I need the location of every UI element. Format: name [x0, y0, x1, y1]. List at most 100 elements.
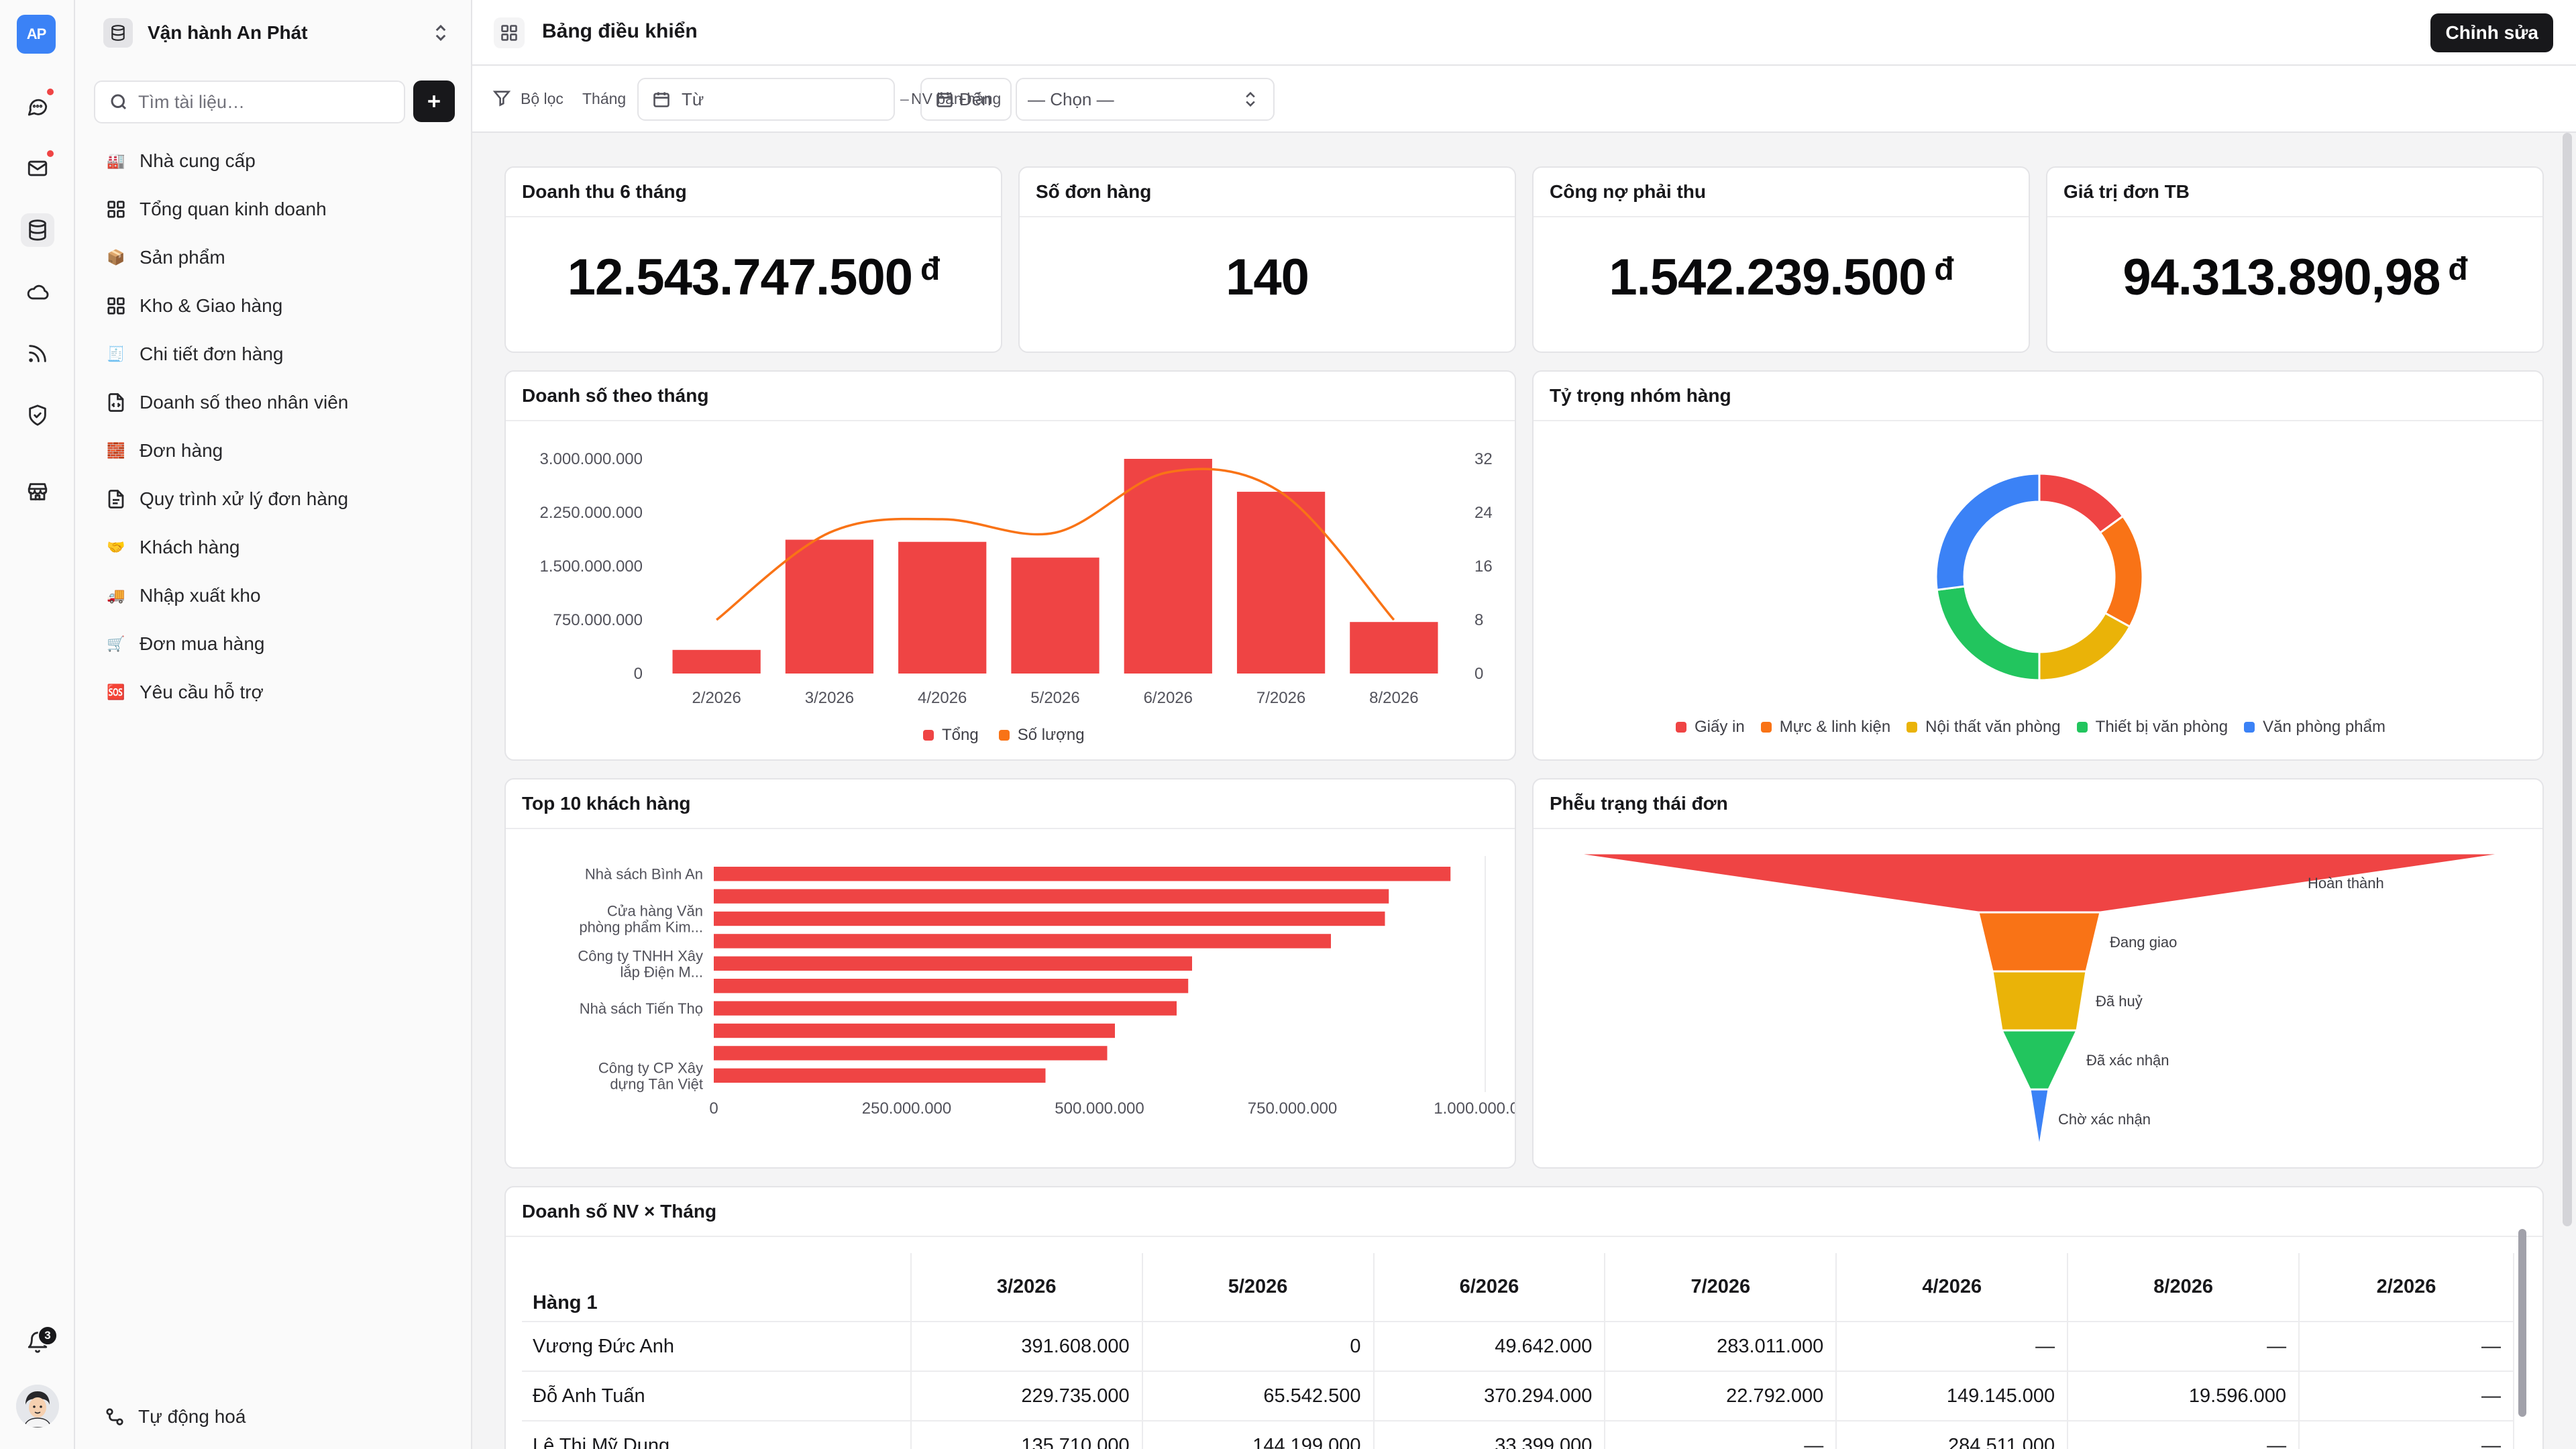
value-cell: 149.145.000	[1836, 1371, 2069, 1421]
filter-icon	[492, 89, 511, 107]
column-header[interactable]: 5/2026	[1142, 1253, 1375, 1322]
edit-button[interactable]: Chỉnh sửa	[2430, 13, 2553, 52]
database-icon[interactable]	[21, 213, 54, 247]
sidebar-item-warehouse-delivery[interactable]: Kho & Giao hàng	[94, 282, 456, 330]
value-cell: 49.642.000	[1373, 1321, 1606, 1371]
y-axis-tick-label: 3.000.000.000	[540, 450, 643, 468]
value-cell: 370.294.000	[1373, 1371, 1606, 1421]
table-row[interactable]: Lê Thị Mỹ Dung 135.710.000 144.199.000 33.3…	[522, 1420, 2514, 1449]
month-to-input[interactable]: Đến	[920, 78, 1012, 121]
month-from-input[interactable]: Từ	[637, 78, 895, 121]
legend-item-paper[interactable]: Giấy in	[1676, 718, 1745, 737]
sidebar-item-purchase-orders[interactable]: 🛒 Đơn mua hàng	[94, 620, 456, 668]
sidebar-item-suppliers[interactable]: 🏭 Nhà cung cấp	[94, 137, 456, 185]
filter-bar: Bộ lọc Tháng Từ – NV bán hàng Đến — Chọn…	[472, 66, 2576, 133]
value-cell: —	[1836, 1321, 2069, 1371]
sidebar-item-support-requests[interactable]: 🆘 Yêu cầu hỗ trợ	[94, 668, 456, 716]
sidebar-item-label: Chi tiết đơn hàng	[140, 343, 284, 364]
sidebar-item-customers[interactable]: 🤝 Khách hàng	[94, 523, 456, 572]
user-avatar[interactable]	[16, 1385, 59, 1428]
donut-slice-1	[2038, 472, 2125, 535]
kpi-value: 140	[1226, 249, 1309, 306]
sales-pivot-table: Hàng 1 3/2026 5/2026 6/2026 7/2026 4/202…	[522, 1253, 2514, 1449]
sidebar-item-order-process[interactable]: Quy trình xử lý đơn hàng	[94, 475, 456, 523]
kpi-title: Doanh thu 6 tháng	[506, 168, 1001, 217]
sidebar-item-order-details[interactable]: 🧾 Chi tiết đơn hàng	[94, 330, 456, 378]
legend-item-furniture[interactable]: Nội thất văn phòng	[1907, 718, 2061, 737]
legend-item-ink[interactable]: Mực & linh kiện	[1760, 718, 1890, 737]
page-scrollbar[interactable]	[2563, 133, 2572, 1226]
y2-axis-tick-label: 32	[1474, 450, 1493, 468]
sidebar-item-business-overview[interactable]: Tổng quan kinh doanh	[94, 185, 456, 233]
column-header[interactable]: 6/2026	[1373, 1253, 1606, 1322]
shield-icon[interactable]	[21, 398, 54, 432]
sidebar-item-stock-movements[interactable]: 🚚 Nhập xuất kho	[94, 572, 456, 620]
month-filter-label: Tháng	[582, 90, 627, 107]
code-file-icon	[105, 391, 127, 414]
funnel-stage-4	[2000, 1029, 2079, 1091]
donut-slice-4	[1935, 585, 2041, 682]
legend-item-equipment[interactable]: Thiết bị văn phòng	[2076, 718, 2228, 737]
y-axis-tick-label: 1.500.000.000	[540, 557, 643, 576]
sidebar-item-label: Nhà cung cấp	[140, 150, 256, 171]
sidebar-item-products[interactable]: 📦 Sản phẩm	[94, 233, 456, 282]
y-axis-tick-label: 2.250.000.000	[540, 504, 643, 522]
chat-icon[interactable]	[21, 90, 54, 123]
add-document-button[interactable]	[413, 80, 455, 122]
sidebar-item-label: Đơn mua hàng	[140, 633, 265, 654]
value-cell: 391.608.000	[910, 1321, 1143, 1371]
automation-link[interactable]: Tự động hoá	[94, 1397, 246, 1437]
sidebar-item-sales-by-staff[interactable]: Doanh số theo nhân viên	[94, 378, 456, 427]
staff-select[interactable]: — Chọn —	[1016, 78, 1275, 121]
customer-bar-9	[714, 1046, 1108, 1061]
column-header[interactable]: 2/2026	[2299, 1253, 2514, 1322]
sidebar-item-label: Quy trình xử lý đơn hàng	[140, 488, 349, 509]
dashboard-icon	[494, 17, 525, 48]
table-scrollbar[interactable]	[2518, 1229, 2526, 1417]
mail-icon[interactable]	[21, 152, 54, 185]
database-icon	[103, 18, 133, 48]
customer-label: Công ty CP Xây dựng Tân Việt	[598, 1059, 703, 1092]
row-name-cell: Đỗ Anh Tuấn	[522, 1371, 912, 1421]
store-icon[interactable]	[21, 475, 54, 508]
customer-bar-10	[714, 1068, 1046, 1083]
rss-icon[interactable]	[21, 337, 54, 370]
cloud-icon[interactable]	[21, 275, 54, 309]
sidebar-nav: 🏭 Nhà cung cấp Tổng quan kinh doanh 📦 Sả…	[94, 137, 456, 716]
app-rail: AP 3	[0, 0, 75, 1449]
calendar-icon	[653, 92, 669, 107]
table-row[interactable]: Đỗ Anh Tuấn 229.735.000 65.542.500 370.294.…	[522, 1371, 2514, 1421]
value-cell: 19.596.000	[2068, 1371, 2300, 1421]
legend-item-stationery[interactable]: Văn phòng phẩm	[2244, 718, 2385, 737]
sidebar-item-orders[interactable]: 🧱 Đơn hàng	[94, 427, 456, 475]
legend-item-total[interactable]: Tổng	[923, 726, 979, 745]
value-cell: 33.399.000	[1373, 1420, 1606, 1449]
dashboard-icon	[105, 198, 127, 221]
column-header[interactable]: 3/2026	[910, 1253, 1143, 1322]
customer-bar-7	[714, 1001, 1177, 1016]
table-row[interactable]: Vương Đức Anh 391.608.000 0 49.642.000 283.0…	[522, 1321, 2514, 1371]
customer-label: Nhà sách Tiến Thọ	[580, 1000, 703, 1017]
sidebar-item-label: Nhập xuất kho	[140, 585, 261, 606]
sidebar-item-label: Doanh số theo nhân viên	[140, 392, 349, 413]
row-header: Hàng 1	[522, 1253, 912, 1322]
kpi-card-revenue: Doanh thu 6 tháng 12.543.747.500 đ	[504, 166, 1002, 353]
calendar-icon	[936, 92, 953, 107]
document-search[interactable]	[94, 80, 405, 123]
column-header[interactable]: 4/2026	[1836, 1253, 2069, 1322]
workspace-switcher[interactable]: Vận hành An Phát	[95, 12, 458, 54]
search-input[interactable]	[138, 91, 393, 113]
row-name-cell: Vương Đức Anh	[522, 1321, 912, 1371]
app-logo[interactable]: AP	[17, 15, 56, 54]
page-title: Bảng điều khiển	[542, 20, 698, 42]
sidebar-item-label: Yêu cầu hỗ trợ	[140, 682, 264, 702]
range-dash: –	[900, 90, 909, 107]
value-cell: 0	[1142, 1321, 1375, 1371]
value-cell: —	[2068, 1321, 2300, 1371]
legend-item-quantity[interactable]: Số lượng	[998, 726, 1085, 745]
top-bar: Bảng điều khiển Chỉnh sửa	[472, 0, 2576, 66]
column-header[interactable]: 8/2026	[2068, 1253, 2300, 1322]
table-title: Doanh số NV × Tháng	[506, 1187, 2542, 1237]
bar-total-3/2026	[785, 539, 874, 674]
column-header[interactable]: 7/2026	[1605, 1253, 1837, 1322]
